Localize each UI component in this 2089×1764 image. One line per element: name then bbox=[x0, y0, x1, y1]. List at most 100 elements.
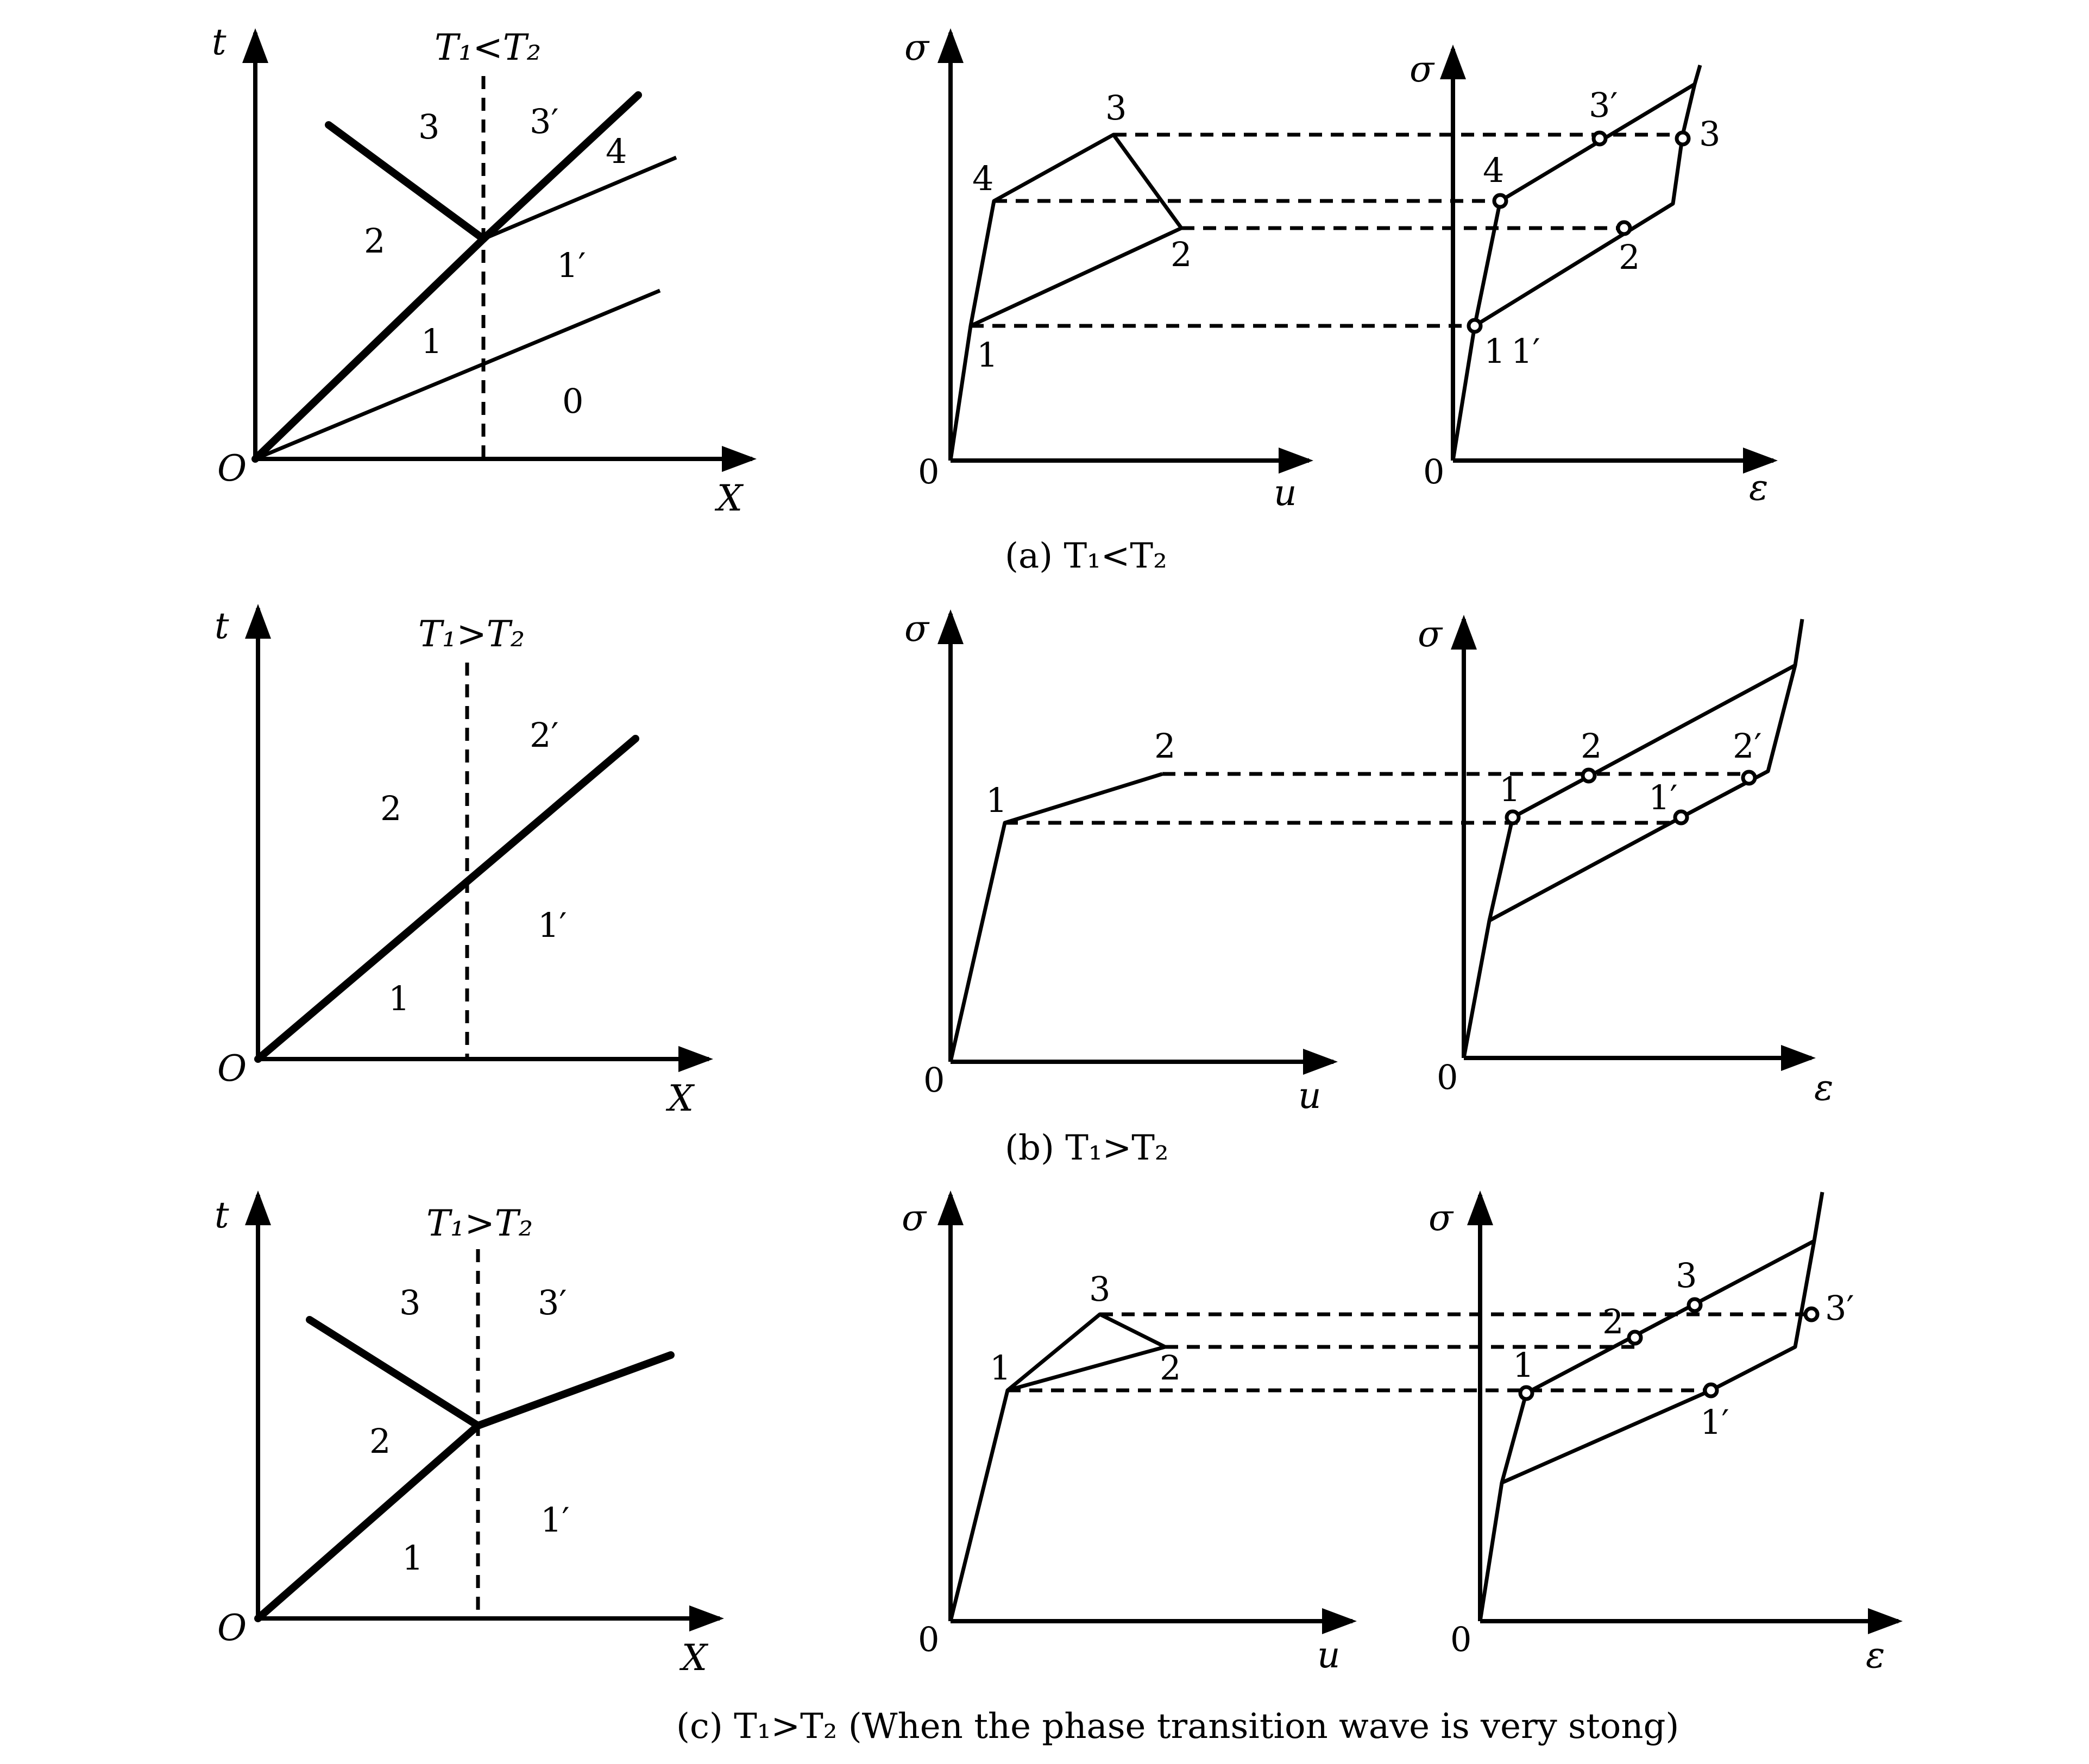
state-label: 2 bbox=[1619, 237, 1640, 277]
transmitted-wave-line bbox=[474, 1351, 675, 1429]
panel-a-connectors bbox=[971, 133, 1683, 328]
phase-wave-line-right bbox=[480, 91, 642, 243]
state-label: 4 bbox=[972, 159, 993, 198]
panel-caption: (c) T₁>T₂ (When the phase transition wav… bbox=[676, 1706, 1679, 1747]
state-label: 3′ bbox=[1589, 85, 1618, 125]
region-label: 2′ bbox=[530, 715, 559, 755]
panel-c-stress-strain-diagram: σ ε 0 1 2 3 1′ 3′ bbox=[1429, 1190, 1903, 1676]
region-label: 1 bbox=[421, 322, 442, 361]
upper-branch bbox=[1478, 1239, 1815, 1622]
state-point bbox=[1703, 1382, 1719, 1398]
t-axis-label: t bbox=[212, 21, 226, 63]
origin-label: 0 bbox=[918, 452, 939, 492]
state-label: 1 bbox=[1484, 331, 1505, 371]
x-axis-label: X bbox=[714, 477, 744, 519]
panel-b: t X O T₁>T₂ 2 2′ 1′ 1 σ u 0 1 2 bbox=[215, 604, 1833, 1168]
phase-wave-line bbox=[254, 1422, 482, 1622]
state-label: 1 bbox=[977, 335, 998, 375]
sigma-axis-label: σ bbox=[1410, 48, 1435, 90]
panel-a-xt-diagram: t X O T₁<T₂ 3 3′ 4 2 1′ 1 0 bbox=[212, 21, 757, 519]
origin-label: 0 bbox=[1437, 1057, 1458, 1097]
origin-label: O bbox=[217, 1607, 247, 1649]
state-point bbox=[1518, 1385, 1534, 1401]
state-label: 3 bbox=[1676, 1256, 1697, 1295]
panel-a: t X O T₁<T₂ 3 3′ 4 2 1′ 1 0 σ u 0 1 bbox=[212, 21, 1778, 576]
origin-label: 0 bbox=[923, 1060, 945, 1100]
panel-c-xt-diagram: t X O T₁>T₂ 3 3′ 2 1′ 1 bbox=[215, 1190, 724, 1679]
panel-c-connectors bbox=[1008, 1312, 1811, 1393]
sigma-axis-label: σ bbox=[902, 1197, 927, 1239]
lower-branch bbox=[1488, 619, 1804, 923]
epsilon-axis-label: ε bbox=[1814, 1067, 1833, 1108]
sigma-axis-label: σ bbox=[904, 608, 930, 650]
stress-path bbox=[948, 1312, 1167, 1622]
phase-wave-line bbox=[254, 735, 639, 1063]
x-axis-label: X bbox=[665, 1078, 695, 1119]
state-label: 1 bbox=[1499, 770, 1520, 809]
state-point bbox=[1627, 1330, 1643, 1346]
state-label: 2 bbox=[1160, 1348, 1181, 1388]
region-label: 2 bbox=[380, 789, 401, 828]
panel-c: t X O T₁>T₂ 3 3′ 2 1′ 1 σ u 0 1 2 3 bbox=[215, 1190, 1903, 1747]
region-label: 1 bbox=[402, 1538, 423, 1578]
t-axis-label: t bbox=[215, 605, 229, 647]
state-label: 1′ bbox=[1700, 1402, 1729, 1442]
panel-c-stress-velocity-diagram: σ u 0 1 2 3 bbox=[902, 1190, 1357, 1676]
state-label: 2 bbox=[1171, 235, 1192, 274]
state-point bbox=[1591, 130, 1608, 147]
panel-b-stress-velocity-diagram: σ u 0 1 2 bbox=[904, 608, 1338, 1117]
reflected-wave-line bbox=[306, 1316, 482, 1429]
state-label: 3 bbox=[1105, 88, 1127, 128]
region-label: 3 bbox=[418, 107, 439, 147]
sigma-axis-label: σ bbox=[1418, 613, 1443, 655]
state-point bbox=[1581, 767, 1597, 784]
epsilon-axis-label: ε bbox=[1749, 467, 1768, 508]
panel-b-xt-diagram: t X O T₁>T₂ 2 2′ 1′ 1 bbox=[215, 604, 713, 1119]
state-label: 1′ bbox=[1511, 331, 1540, 371]
u-axis-label: u bbox=[1298, 1075, 1322, 1117]
epsilon-axis-label: ε bbox=[1866, 1634, 1885, 1676]
state-label: 1 bbox=[986, 780, 1007, 820]
region-label: 0 bbox=[562, 381, 583, 421]
region-label: 2 bbox=[369, 1421, 391, 1461]
u-axis-label: u bbox=[1274, 472, 1297, 514]
lower-branch bbox=[1501, 1192, 1824, 1485]
state-label: 2 bbox=[1602, 1302, 1624, 1341]
x-axis-label: X bbox=[679, 1637, 709, 1679]
stress-path bbox=[948, 133, 1184, 461]
condition-label: T₁>T₂ bbox=[426, 1202, 533, 1244]
origin-label: O bbox=[217, 448, 247, 489]
state-point bbox=[1803, 1306, 1820, 1322]
state-label: 4 bbox=[1483, 150, 1504, 190]
state-label: 2 bbox=[1154, 726, 1175, 766]
condition-label: T₁<T₂ bbox=[435, 27, 541, 68]
condition-label: T₁>T₂ bbox=[418, 613, 525, 655]
region-label: 1′ bbox=[538, 905, 567, 945]
region-label: 1′ bbox=[540, 1500, 570, 1540]
state-point bbox=[1741, 770, 1757, 786]
panel-a-stress-strain-diagram: σ ε 0 1 1′ 2 3 3′ 4 bbox=[1410, 45, 1778, 508]
state-point bbox=[1492, 193, 1508, 209]
state-label: 2′ bbox=[1733, 726, 1762, 766]
state-label: 3′ bbox=[1825, 1288, 1854, 1328]
sigma-axis-label: σ bbox=[1429, 1197, 1454, 1239]
sigma-axis-label: σ bbox=[904, 27, 930, 68]
state-point bbox=[1687, 1297, 1703, 1313]
state-label: 3 bbox=[1699, 114, 1720, 154]
upper-branch bbox=[1451, 82, 1696, 461]
state-point bbox=[1675, 130, 1691, 147]
state-label: 2 bbox=[1581, 726, 1602, 766]
state-point bbox=[1673, 809, 1689, 826]
region-label: 3′ bbox=[538, 1283, 567, 1322]
t-axis-label: t bbox=[215, 1194, 229, 1236]
origin-label: O bbox=[217, 1048, 247, 1089]
state-point bbox=[1616, 220, 1632, 236]
state-label: 1 bbox=[990, 1348, 1011, 1388]
state-point bbox=[1505, 809, 1521, 826]
origin-label: 0 bbox=[918, 1620, 939, 1659]
elastic-wave-line bbox=[254, 288, 661, 461]
panel-b-stress-strain-diagram: σ ε 0 1 2 1′ 2′ bbox=[1418, 613, 1833, 1108]
stress-path bbox=[948, 772, 1163, 1062]
u-axis-label: u bbox=[1317, 1634, 1341, 1676]
origin-label: 0 bbox=[1423, 452, 1444, 492]
